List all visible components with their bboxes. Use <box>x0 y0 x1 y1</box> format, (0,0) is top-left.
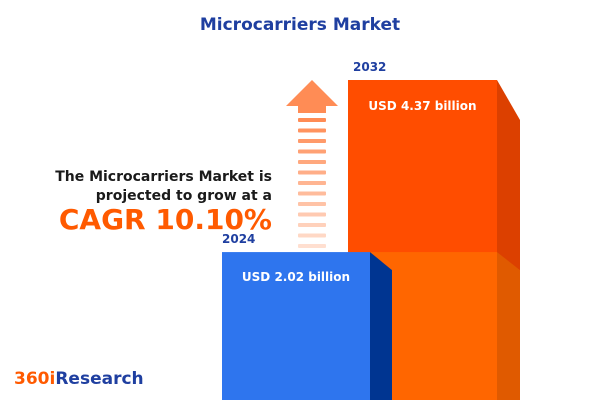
arrow-stripe <box>298 128 326 133</box>
arrow-stripe <box>298 212 326 217</box>
value-label-2032: USD 4.37 billion <box>368 99 477 113</box>
arrow-stripe <box>298 202 326 206</box>
arrow-stripe <box>298 223 326 227</box>
year-label-2024: 2024 <box>222 232 256 247</box>
value-label-2024: USD 2.02 billion <box>241 270 351 285</box>
bar-2024 <box>222 252 370 400</box>
description: The Microcarriers Market is projected to… <box>12 168 272 206</box>
bar-2024-side <box>370 252 392 400</box>
arrow-stripe <box>298 118 326 122</box>
arrow-stripe <box>298 160 326 164</box>
year-label-2032: 2032 <box>353 60 387 74</box>
arrow-stripe <box>298 139 326 143</box>
arrow-stripe <box>298 170 326 175</box>
up-arrow-icon <box>286 80 338 290</box>
description-line2: projected to grow at a <box>95 188 272 204</box>
cagr-value: CAGR 10.10% <box>58 203 272 236</box>
logo: 360iResearch <box>14 369 144 389</box>
arrow-stripe <box>298 233 326 238</box>
arrow-stripe <box>298 244 326 248</box>
description-line1: The Microcarriers Market is <box>55 169 272 185</box>
bar-2032-lower-side <box>497 252 520 400</box>
arrow-stripe <box>298 149 326 154</box>
chart-title: Microcarriers Market <box>199 15 401 35</box>
arrow-stripe <box>298 181 326 185</box>
arrow-stripe <box>298 191 326 196</box>
